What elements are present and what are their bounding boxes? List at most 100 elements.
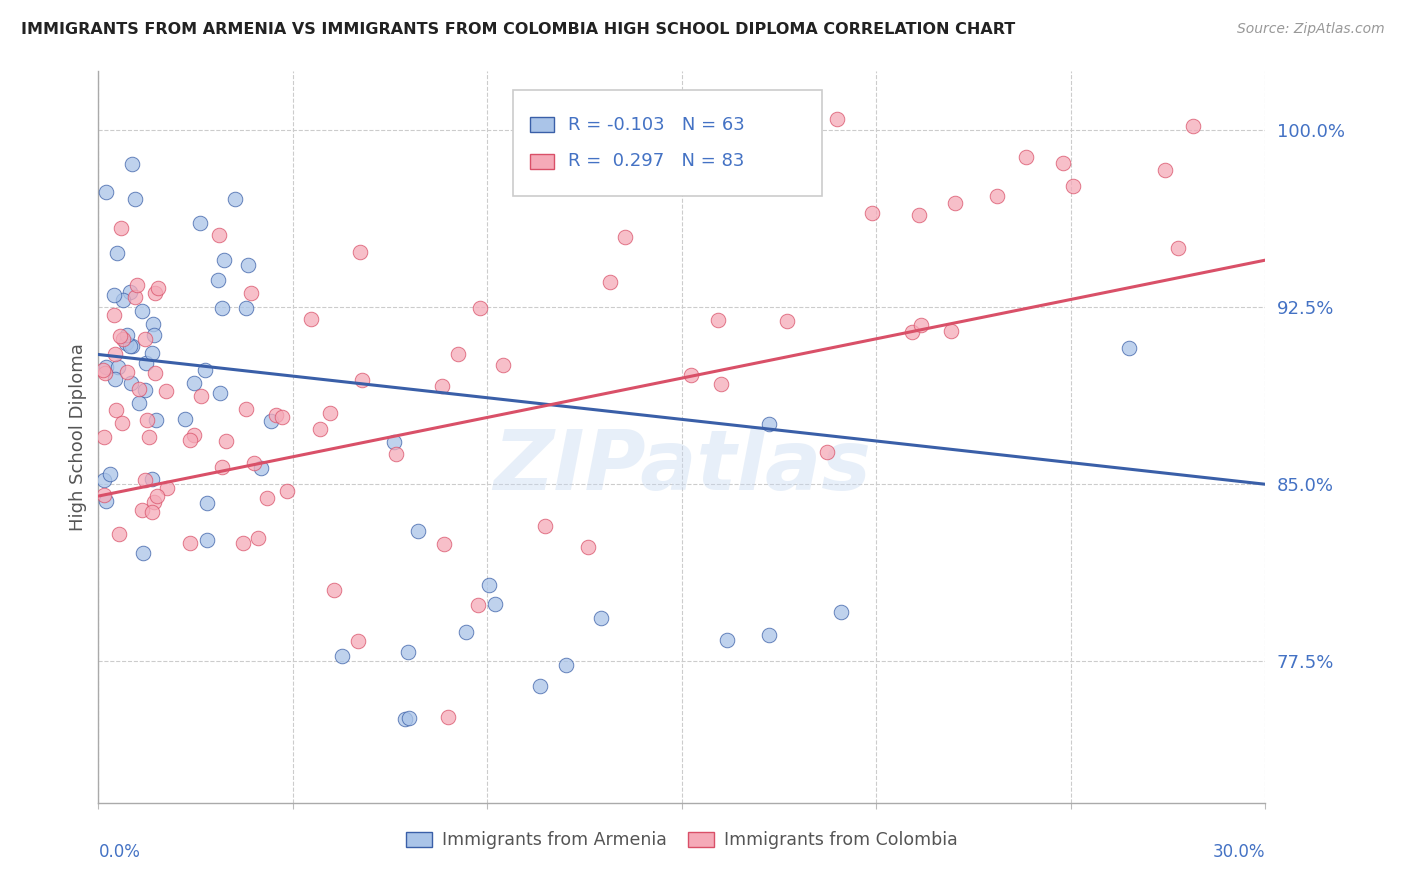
Point xyxy=(108,328,131,343)
Point xyxy=(534,519,557,533)
Point xyxy=(146,489,169,503)
Point xyxy=(382,435,405,450)
Point xyxy=(215,434,238,449)
Point xyxy=(576,540,599,554)
Point xyxy=(134,473,156,487)
Point xyxy=(104,347,127,361)
Point xyxy=(1015,150,1038,164)
Point xyxy=(986,189,1008,203)
Text: Source: ZipAtlas.com: Source: ZipAtlas.com xyxy=(1237,22,1385,37)
Point xyxy=(115,365,138,379)
Point xyxy=(93,430,115,444)
FancyBboxPatch shape xyxy=(513,90,823,195)
Point xyxy=(146,281,169,295)
Point xyxy=(346,633,368,648)
Point xyxy=(98,467,121,481)
Legend: Immigrants from Armenia, Immigrants from Colombia: Immigrants from Armenia, Immigrants from… xyxy=(399,824,965,856)
Point xyxy=(127,277,149,292)
Point xyxy=(349,244,371,259)
Point xyxy=(235,402,257,417)
Point xyxy=(105,246,128,260)
Point xyxy=(194,363,217,377)
Point xyxy=(96,185,118,199)
Point xyxy=(112,293,135,307)
Point xyxy=(120,376,142,390)
Point xyxy=(591,611,613,625)
Point xyxy=(827,112,849,126)
Point xyxy=(250,461,273,475)
Point xyxy=(1154,163,1177,178)
Point xyxy=(1167,241,1189,255)
Point xyxy=(91,363,114,377)
Point xyxy=(299,312,322,326)
Point xyxy=(209,386,232,401)
Point xyxy=(121,157,143,171)
Point xyxy=(131,503,153,517)
Point xyxy=(236,258,259,272)
Point xyxy=(908,208,931,222)
Point xyxy=(240,285,263,300)
Text: ZIPatlas: ZIPatlas xyxy=(494,425,870,507)
Point xyxy=(707,313,730,327)
Point xyxy=(433,537,456,551)
Point xyxy=(124,290,146,304)
Point xyxy=(437,710,460,724)
Point xyxy=(830,605,852,619)
Point xyxy=(128,396,150,410)
Point xyxy=(143,327,166,342)
Point xyxy=(613,230,636,244)
Point xyxy=(103,287,125,301)
Point xyxy=(323,583,346,598)
Point xyxy=(188,216,211,230)
Point xyxy=(270,410,292,425)
Point xyxy=(207,273,229,287)
Point xyxy=(104,372,127,386)
Point xyxy=(330,649,353,664)
Point xyxy=(529,679,551,693)
Point xyxy=(396,645,419,659)
Point xyxy=(242,456,264,470)
Text: 30.0%: 30.0% xyxy=(1213,843,1265,861)
Point xyxy=(141,345,163,359)
Point xyxy=(1052,156,1074,170)
Point xyxy=(468,301,491,316)
Point xyxy=(211,301,233,315)
Point xyxy=(256,491,278,506)
Point xyxy=(776,314,799,328)
Point xyxy=(758,417,780,432)
Point xyxy=(758,628,780,642)
Point xyxy=(941,324,963,338)
Point xyxy=(716,632,738,647)
Point xyxy=(478,578,501,592)
Point xyxy=(134,332,156,346)
Point xyxy=(115,335,138,350)
Point xyxy=(132,546,155,560)
Point xyxy=(943,196,966,211)
Point xyxy=(124,192,146,206)
Point xyxy=(118,339,141,353)
Text: IMMIGRANTS FROM ARMENIA VS IMMIGRANTS FROM COLOMBIA HIGH SCHOOL DIPLOMA CORRELAT: IMMIGRANTS FROM ARMENIA VS IMMIGRANTS FR… xyxy=(21,22,1015,37)
Point xyxy=(190,389,212,403)
Point xyxy=(141,472,163,486)
Point xyxy=(103,309,125,323)
Point xyxy=(143,367,166,381)
Point xyxy=(110,221,132,235)
Point xyxy=(96,494,118,508)
Point xyxy=(107,359,129,374)
Point xyxy=(319,406,342,420)
Point xyxy=(350,373,373,387)
Point xyxy=(554,658,576,673)
Text: R =  0.297   N = 83: R = 0.297 N = 83 xyxy=(568,153,744,170)
Point xyxy=(183,376,205,390)
Point xyxy=(211,459,233,474)
Point xyxy=(179,535,201,549)
Point xyxy=(900,325,922,339)
Point xyxy=(208,228,231,243)
Point xyxy=(1062,179,1084,194)
Point xyxy=(681,368,703,382)
FancyBboxPatch shape xyxy=(530,118,554,132)
Point xyxy=(446,346,468,360)
Point xyxy=(155,384,177,398)
Point xyxy=(454,624,477,639)
Point xyxy=(385,446,408,460)
